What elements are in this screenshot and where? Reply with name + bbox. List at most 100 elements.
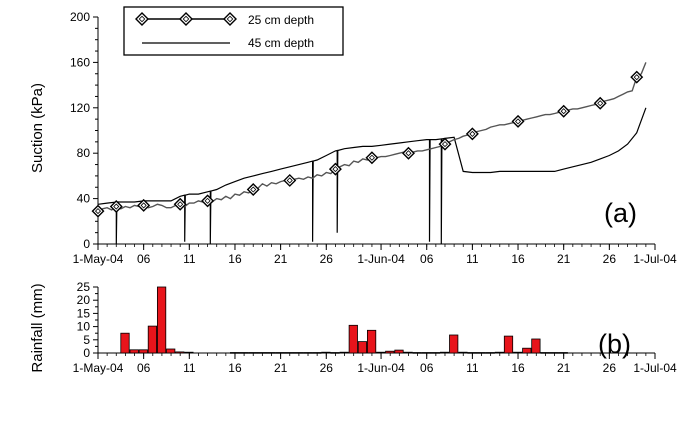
rainfall-bar [175,351,185,354]
series-marker-25cm [283,173,297,187]
panel-b-x-tick-label: 1-May-04 [73,361,124,375]
legend-marker-25cm [223,12,237,26]
series-marker-25cm-inner [94,208,102,215]
legend-marker-25cm-inner [182,15,190,23]
rainfall-bar [184,351,194,354]
panel-b-y-tick-label: 0 [83,346,90,360]
series-marker-25cm-inner [332,166,339,173]
panel-b-x-tick-label: 21 [274,361,288,375]
panel-a-y-tick-label: 120 [70,101,90,115]
panel-b-x-tick-label: 11 [466,361,479,375]
rainfall-bar [120,332,130,354]
panel-a-label: (a) [604,198,637,228]
panel-a-x-tick-label: 1-May-04 [73,252,124,266]
series-line-25cm [97,62,647,212]
rainfall-bar [312,352,322,354]
panel-b-x-tick-label: 16 [511,361,525,375]
series-line-45cm [97,107,647,245]
rainfall-bar [366,329,377,354]
series-marker-25cm [109,200,123,214]
series-marker-25cm [328,162,342,176]
rainfall-bar [138,349,148,354]
legend-label-45cm: 45 cm depth [248,36,314,50]
series-marker-25cm-inner [140,202,147,209]
rainfall-bar [330,352,340,354]
rainfall-bar [421,352,432,354]
series-marker-25cm-inner [441,141,449,148]
rainfall-bar [476,352,486,354]
rainfall-bar [229,352,240,354]
rainfall-bar [458,351,468,354]
legend-marker-25cm-inner [226,15,234,23]
panel-b-x-tick-label: 26 [320,361,334,375]
rainfall-bar [439,351,450,354]
series-marker-25cm-inner [469,130,476,137]
rainfall-bar [293,352,304,354]
series-marker-25cm-inner [597,100,604,107]
rainfall-bar [503,335,514,354]
panel-a-axes: 0 40 80 120 160 200 1-May-04 06 11 16 21 26 1-Jun-04… [70,10,677,266]
series-marker-25cm [201,194,215,208]
rainfall-bar [156,286,167,354]
panel-b-x-tick-label: 26 [603,361,617,375]
series-marker-25cm-inner [633,74,640,81]
rainfall-bar [321,351,331,354]
rainfall-bar [275,352,285,354]
series-marker-25cm-inner [368,154,375,161]
rainfall-bar [449,334,459,354]
panel-a-x-tick-label: 26 [603,252,617,266]
series-marker-25cm [438,137,452,151]
series-marker-25cm [91,204,105,218]
series-marker-25cm-inner [250,186,257,193]
rainfall-bar [558,352,568,354]
rainfall-bar [430,352,441,354]
rainfall-bar [412,352,422,354]
series-marker-25cm [365,151,379,165]
series-marker-25cm-inner [405,150,412,157]
rainfall-bar [494,351,505,354]
series-marker-25cm-inner [560,108,567,115]
series-marker-25cm-inner [204,197,211,204]
series-marker-25cm-inner [514,118,522,125]
panel-a-x-tick-label: 1-Jun-04 [357,252,405,266]
panel-b-y-tick-label: 5 [83,333,90,347]
panel-a-x-tick-label: 21 [274,252,288,266]
panel-b-x-tick-label: 16 [228,361,242,375]
rainfall-bar [248,352,258,354]
series-marker-25cm [593,96,607,110]
rainfall-bar [485,352,495,354]
panel-a-suction-chart: 0 40 80 120 160 200 1-May-04 06 11 16 21 26 1-Jun-04… [29,6,677,266]
rainfall-bar [522,347,532,354]
rainfall-bar [376,351,386,354]
rainfall-bar [385,350,395,354]
panel-b-y-tick-label: 25 [77,280,91,294]
panel-b-x-tick-label: 1-Jun-04 [357,361,405,375]
legend-marker-25cm [179,12,193,26]
panel-a-y-axis-title: Suction (kPa) [29,83,46,173]
rainfall-bar [403,351,413,354]
rainfall-bar [549,352,559,354]
rainfall-bar [348,324,358,354]
series-marker-25cm-inner [286,177,293,184]
series-marker-25cm [465,127,479,141]
panel-b-label: (b) [598,329,631,359]
rainfall-bar [394,349,404,354]
panel-b-x-tick-label: 21 [557,361,571,375]
panel-b-x-tick-label: 1-Jul-04 [633,361,677,375]
panel-b-y-axis-title: Rainfall (mm) [29,283,46,372]
panel-a-x-tick-label: 16 [511,252,525,266]
panel-b-bars [120,286,568,354]
series-marker-25cm [401,146,415,160]
legend-marker-25cm-inner [138,15,146,23]
legend-label-25cm: 25 cm depth [248,13,314,27]
panel-b-y-tick-label: 15 [77,306,91,320]
legend-marker-25cm [135,12,149,26]
series-marker-25cm [511,114,525,128]
rainfall-bar [129,349,139,354]
legend: 25 cm depth 45 cm depth [123,6,344,56]
rainfall-bar [339,351,349,354]
series-marker-25cm-inner [113,203,120,210]
rainfall-bar [303,352,313,354]
